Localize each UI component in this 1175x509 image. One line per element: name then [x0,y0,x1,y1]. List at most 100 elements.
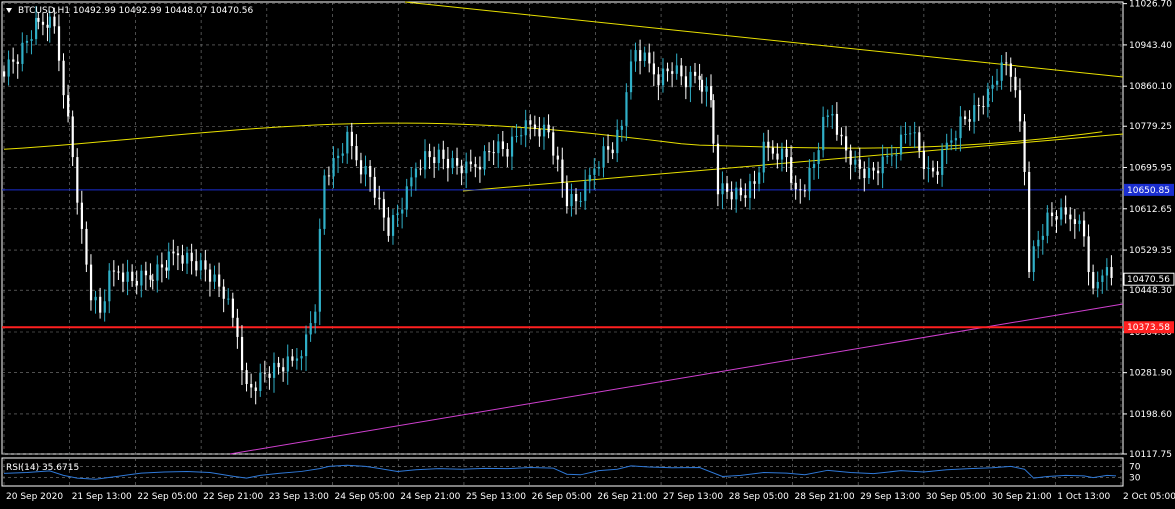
candle-body [57,26,61,61]
candle-body [927,167,930,169]
candle-body [172,251,175,254]
candle-body [382,199,386,218]
candle-body [1018,90,1022,122]
candle-body [410,177,413,187]
candle-body [1096,281,1099,289]
candle-body [1037,239,1040,247]
candle-body [1005,62,1008,64]
candle-body [1087,236,1090,273]
candle-body [524,120,527,136]
candle-body [1055,216,1058,220]
candle-body [895,154,898,156]
candle-body [240,336,244,371]
candle-body [446,158,450,169]
candle-body [712,100,715,144]
candle-body [1069,214,1072,220]
candle-body [456,158,459,166]
candle-body [497,141,500,154]
x-tick-label: 26 Sep 05:00 [532,492,592,502]
candle-body [831,113,834,116]
candle-body [254,387,257,391]
x-tick-label: 21 Sep 13:00 [72,492,132,502]
candle-body [199,260,202,271]
x-tick-label: 30 Sep 05:00 [926,492,986,502]
candle-body [552,132,555,156]
candle-body [1046,212,1049,236]
candle-body [968,119,971,122]
candle-body [780,148,784,160]
candle-body [437,149,440,164]
candle-body [369,166,372,177]
candle-body [899,134,903,155]
candle-body [693,71,697,76]
candle-body [190,252,193,262]
candle-body [996,80,999,85]
candle-body [826,115,829,117]
symbol-dropdown-icon [6,8,12,13]
candle-body [160,264,164,268]
y-tick-label: 10779.25 [1129,122,1172,132]
candle-body [565,182,569,207]
candle-body [629,61,633,93]
candle-body [483,151,486,170]
candle-body [501,141,504,149]
candle-body [744,195,747,198]
candle-body [135,280,138,286]
resistance-trendline [404,1,1124,78]
candle-body [71,116,74,158]
candle-body [149,275,152,280]
candle-body [506,148,509,157]
candle-body [337,155,340,159]
candle-body [700,79,704,92]
candle-body [231,298,235,318]
candle-body [812,164,816,168]
candle-body [538,128,541,137]
candle-body [433,157,436,164]
candle-body [877,170,880,174]
candle-body [881,156,884,174]
candle-body [1060,207,1063,220]
candle-body [103,301,106,313]
candle-body [488,151,491,153]
candle-body [76,157,79,203]
candle-body [245,370,248,385]
candle-body [529,120,532,125]
candle-body [918,132,921,151]
candle-body [753,181,756,184]
candle-body [973,105,976,122]
candle-body [808,167,811,192]
candle-body [151,279,154,281]
candle-body [533,124,537,129]
x-tick-label: 24 Sep 05:00 [335,492,395,502]
candle-body [776,153,779,160]
candle-body [396,213,399,216]
candle-body [1073,219,1077,224]
candle-body [986,88,990,108]
y-tick-label: 10448.30 [1129,286,1172,296]
candle-body [854,159,857,165]
candle-body [222,286,225,299]
candle-body [575,193,578,202]
candle-body [121,272,125,282]
candle-body [323,175,326,229]
x-tick-label: 28 Sep 21:00 [794,492,854,502]
candle-body [460,165,463,174]
candle-body [872,167,875,171]
candle-body [684,76,688,88]
candle-body [282,367,285,372]
support-trendline [462,133,1124,192]
candle-body [469,161,472,165]
candle-body [909,133,912,135]
candle-body [1014,76,1017,91]
candle-body [785,148,788,158]
candle-body [309,323,312,335]
candle-body [1023,121,1026,172]
candle-body [556,155,559,160]
candle-body [387,217,390,236]
candle-body [735,187,738,200]
candle-body [80,202,83,229]
candle-body [419,168,422,170]
candle-body [510,136,514,157]
x-tick-label: 29 Sep 13:00 [860,492,920,502]
